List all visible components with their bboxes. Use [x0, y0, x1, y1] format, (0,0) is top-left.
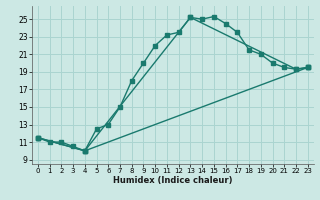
X-axis label: Humidex (Indice chaleur): Humidex (Indice chaleur) — [113, 176, 233, 185]
